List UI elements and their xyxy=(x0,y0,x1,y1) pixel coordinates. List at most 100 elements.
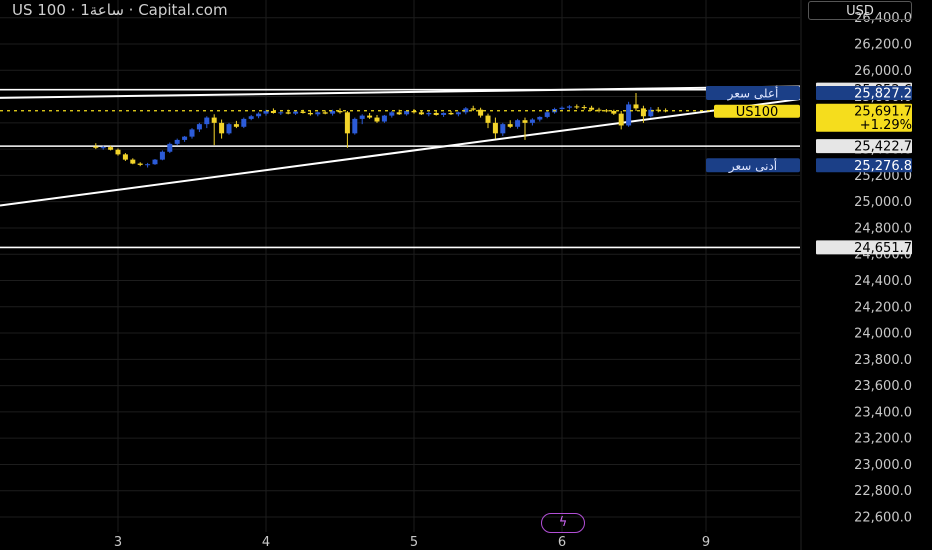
candle-body xyxy=(581,107,587,109)
extreme-price-label: 25,276.8 xyxy=(854,159,912,174)
extreme-tag-label: أدنى سعر xyxy=(728,158,777,174)
candle-body xyxy=(529,119,535,123)
candle-body xyxy=(359,115,365,119)
candle-body xyxy=(455,112,461,115)
candle-body xyxy=(374,117,380,122)
candle-body xyxy=(389,112,395,116)
candle-body xyxy=(404,111,410,115)
chart-title: US 100 · 1ساعة · Capital.com xyxy=(12,1,228,19)
candle-body xyxy=(574,106,580,108)
candle-body xyxy=(93,146,99,148)
candle-body xyxy=(537,116,543,120)
extreme-tag-badge xyxy=(706,85,800,100)
y-tick-label: 23,000.0 xyxy=(854,458,912,473)
y-tick-label: 23,800.0 xyxy=(854,353,912,368)
y-tick-label: 22,600.0 xyxy=(854,511,912,526)
candle-body xyxy=(544,112,550,117)
candle-body xyxy=(367,115,373,118)
candle-body xyxy=(307,112,313,115)
extreme-tag-label: أعلى سعر xyxy=(727,85,779,101)
candle-body xyxy=(515,120,521,127)
candle-body xyxy=(145,164,151,166)
candle-body xyxy=(344,112,350,134)
candle-body xyxy=(441,112,447,115)
candle-body xyxy=(293,111,299,114)
extreme-price-badge xyxy=(816,85,912,100)
candle-body xyxy=(167,143,173,152)
x-tick-label: 3 xyxy=(114,535,122,550)
y-tick-label: 22,800.0 xyxy=(854,484,912,499)
level-price-badge xyxy=(816,240,912,255)
level-price-label: 24,651.7 xyxy=(854,241,912,256)
y-tick-label: 24,400.0 xyxy=(854,274,912,289)
candle-body xyxy=(396,112,402,115)
candle-body xyxy=(226,124,232,134)
y-tick-label: 23,600.0 xyxy=(854,379,912,394)
candle-body xyxy=(233,124,239,127)
candle-body xyxy=(122,154,128,160)
candle-body xyxy=(130,159,136,164)
candle-body xyxy=(492,122,498,134)
candle-body xyxy=(263,111,269,114)
extreme-price-label: 25,827.2 xyxy=(854,86,912,101)
level-price-badge xyxy=(816,139,912,154)
candle-body xyxy=(507,124,513,127)
candle-body xyxy=(182,136,188,140)
candle-body xyxy=(352,118,358,134)
candle-body xyxy=(270,111,276,113)
candle-body xyxy=(152,159,158,165)
current-symbol-label: US100 xyxy=(736,105,779,120)
candle-body xyxy=(248,116,254,119)
y-tick-label: 26,200.0 xyxy=(854,38,912,53)
candle-body xyxy=(300,111,306,113)
x-tick-label: 9 xyxy=(702,535,710,550)
candle-body xyxy=(478,109,484,116)
y-tick-label: 23,200.0 xyxy=(854,432,912,447)
candle-body xyxy=(204,117,210,125)
candle-body xyxy=(426,112,432,115)
candle-body xyxy=(108,147,114,150)
x-tick-label: 5 xyxy=(410,535,418,550)
candle-body xyxy=(411,111,417,113)
y-tick-label: 24,000.0 xyxy=(854,327,912,342)
y-tick-label: 24,200.0 xyxy=(854,300,912,315)
current-price-label: 25,691.7 xyxy=(854,104,912,119)
candle-body xyxy=(189,129,195,137)
candle-body xyxy=(256,113,262,117)
y-tick-label: 26,400.0 xyxy=(854,11,912,26)
candle-body xyxy=(137,163,143,165)
candle-body xyxy=(640,108,646,117)
candle-body xyxy=(618,113,624,126)
current-symbol-badge xyxy=(714,104,800,118)
candle-body xyxy=(648,109,654,117)
flash-icon[interactable]: ϟ xyxy=(541,513,585,533)
candle-body xyxy=(211,117,217,123)
candle-body xyxy=(633,104,639,109)
current-price-badge xyxy=(816,103,912,132)
extreme-tag-badge xyxy=(706,158,800,173)
candle-body xyxy=(115,149,121,155)
candle-body xyxy=(485,115,491,123)
candle-body xyxy=(470,108,476,110)
candle-body xyxy=(196,124,202,130)
candle-body xyxy=(330,111,336,114)
x-tick-label: 6 xyxy=(558,535,566,550)
candle-body xyxy=(589,107,595,110)
candle-body xyxy=(285,112,291,114)
y-tick-label: 26,000.0 xyxy=(854,64,912,79)
candle-body xyxy=(100,147,106,149)
y-tick-label: 25,000.0 xyxy=(854,195,912,210)
y-tick-label: 24,800.0 xyxy=(854,221,912,236)
candle-body xyxy=(418,112,424,115)
candle-body xyxy=(241,118,247,127)
current-price-change: +1.29% xyxy=(860,118,912,133)
candle-body xyxy=(611,111,617,114)
currency-selector[interactable]: USD xyxy=(808,1,912,20)
candle-body xyxy=(315,112,321,115)
candle-body xyxy=(603,110,609,112)
candle-body xyxy=(381,115,387,122)
candle-body xyxy=(559,107,565,110)
candle-body xyxy=(448,112,454,115)
y-tick-label: 25,200.0 xyxy=(854,169,912,184)
